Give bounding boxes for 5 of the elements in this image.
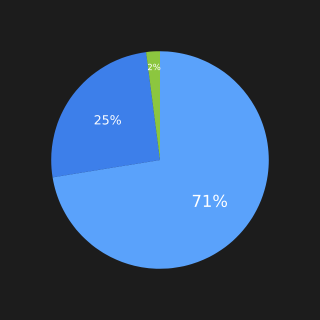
- pie-slice: [52, 51, 269, 269]
- pie-slice: [146, 51, 160, 160]
- pie-slice: [51, 52, 160, 178]
- data-label: 71%: [192, 194, 228, 208]
- data-label: 25%: [94, 115, 121, 125]
